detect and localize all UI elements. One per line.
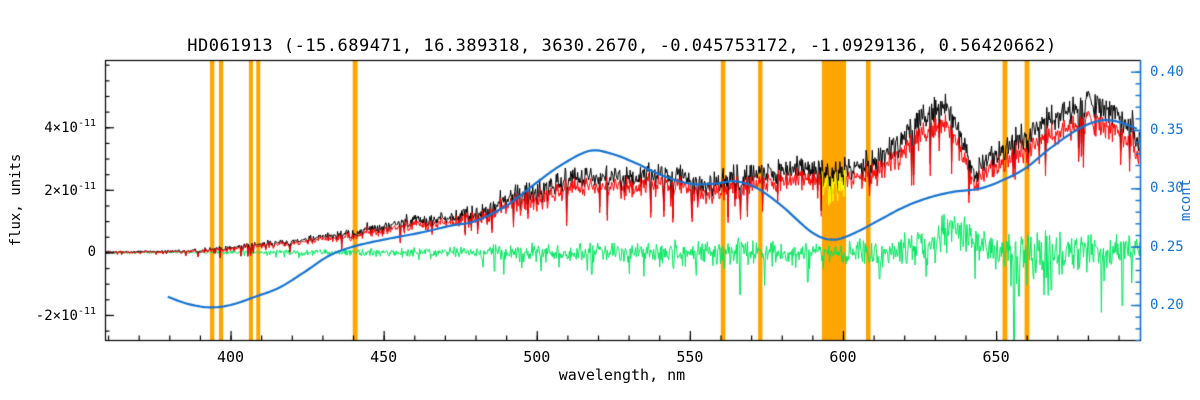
spectrum-figure: HD061913 (-15.689471, 16.389318, 3630.26…: [0, 0, 1200, 400]
spectrum-plot-canvas: [0, 0, 1200, 400]
